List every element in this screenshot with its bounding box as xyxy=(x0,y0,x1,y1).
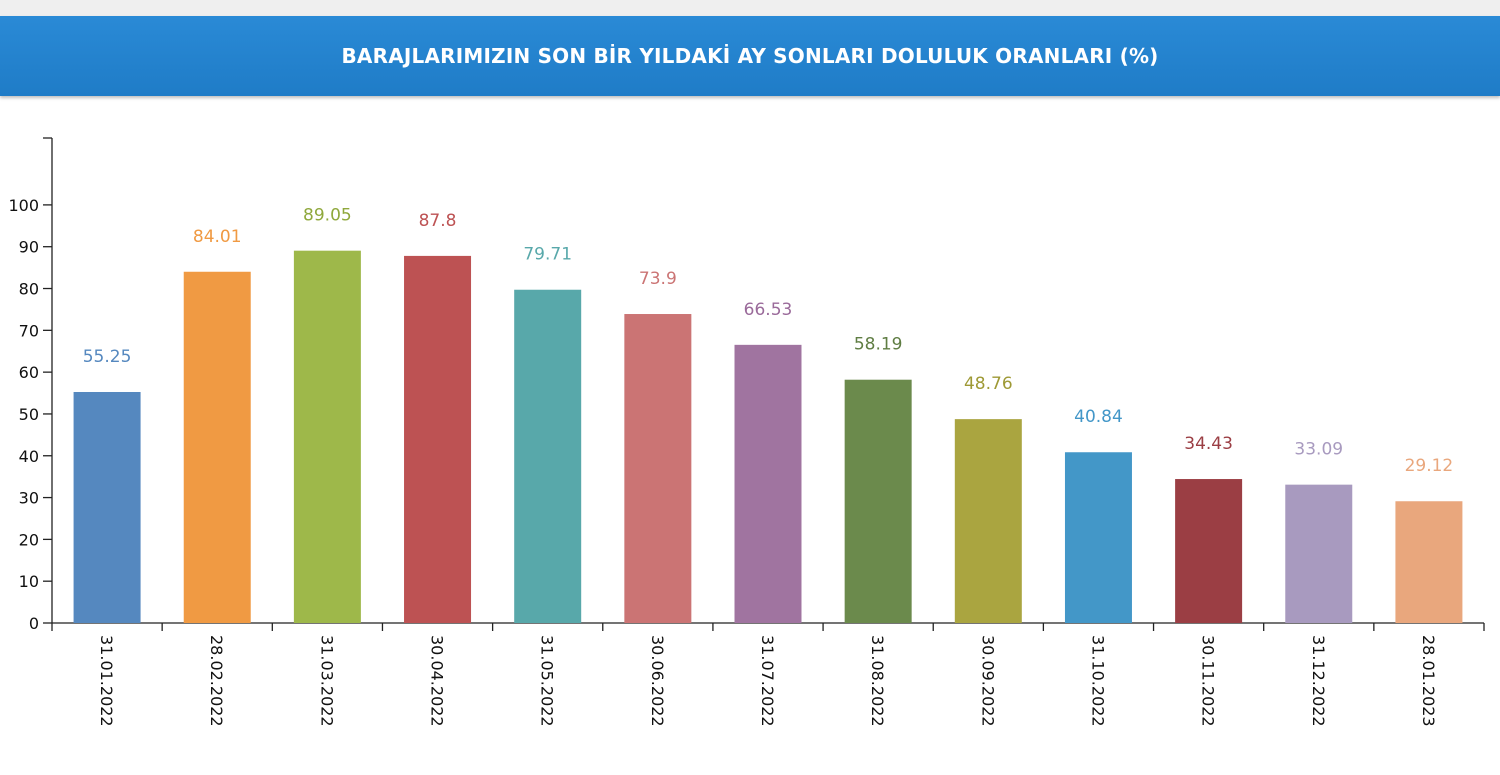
y-tick-label: 20 xyxy=(19,530,39,549)
bar xyxy=(844,379,912,623)
x-category-label: 30.11.2022 xyxy=(1199,635,1218,727)
bar-value-label: 73.9 xyxy=(639,269,677,289)
x-category-label: 31.05.2022 xyxy=(538,635,557,727)
bar xyxy=(73,391,141,623)
y-tick-label: 30 xyxy=(19,489,39,508)
bar xyxy=(1285,484,1353,623)
top-strip xyxy=(0,0,1500,16)
y-tick-label: 60 xyxy=(19,363,39,382)
bar-value-label: 55.25 xyxy=(83,347,132,367)
y-tick-label: 40 xyxy=(19,447,39,466)
bar-value-label: 87.8 xyxy=(419,211,457,231)
x-category-label: 30.09.2022 xyxy=(978,635,997,727)
chart-labels: 55.25 31.01.2022 84.01 28.02.2022 89.05 31.03… xyxy=(83,206,1454,727)
bar-value-label: 40.84 xyxy=(1074,407,1123,427)
y-tick-label: 70 xyxy=(19,321,39,340)
bar xyxy=(1395,501,1463,623)
x-category-label: 30.06.2022 xyxy=(648,635,667,727)
bar xyxy=(404,255,472,624)
bar xyxy=(624,314,692,623)
x-category-label: 31.07.2022 xyxy=(758,635,777,727)
bar xyxy=(1064,452,1132,623)
bar xyxy=(1175,479,1243,623)
x-category-label: 31.03.2022 xyxy=(317,635,336,727)
x-category-label: 30.04.2022 xyxy=(428,635,447,727)
bar-value-label: 34.43 xyxy=(1184,434,1233,454)
bar xyxy=(183,271,251,623)
bar xyxy=(734,344,802,623)
y-tick-label: 50 xyxy=(19,405,39,424)
bar-value-label: 79.71 xyxy=(523,245,572,265)
bar-value-label: 89.05 xyxy=(303,206,352,226)
x-category-label: 28.02.2022 xyxy=(207,635,226,727)
bar-value-label: 84.01 xyxy=(193,227,242,247)
y-tick-label: 100 xyxy=(8,196,39,215)
y-tick-label: 10 xyxy=(19,572,39,591)
chart-title: BARAJLARIMIZIN SON BİR YILDAKİ AY SONLAR… xyxy=(341,44,1159,68)
y-tick-label: 90 xyxy=(19,238,39,257)
bar xyxy=(293,250,361,623)
bar-value-label: 48.76 xyxy=(964,374,1013,394)
bar xyxy=(954,419,1022,623)
y-tick-label: 80 xyxy=(19,280,39,299)
bar-value-label: 33.09 xyxy=(1294,440,1343,460)
chart-header: BARAJLARIMIZIN SON BİR YILDAKİ AY SONLAR… xyxy=(0,16,1500,96)
x-category-label: 28.01.2023 xyxy=(1419,635,1438,727)
x-category-label: 31.08.2022 xyxy=(868,635,887,727)
bar xyxy=(514,289,582,623)
bar-value-label: 29.12 xyxy=(1405,456,1454,476)
bar-value-label: 58.19 xyxy=(854,335,903,355)
x-category-label: 31.12.2022 xyxy=(1309,635,1328,727)
y-tick-label: 0 xyxy=(29,614,39,633)
x-category-label: 31.10.2022 xyxy=(1088,635,1107,727)
x-category-label: 31.01.2022 xyxy=(97,635,116,727)
bar-value-label: 66.53 xyxy=(744,300,793,320)
chart-bars xyxy=(73,250,1463,624)
